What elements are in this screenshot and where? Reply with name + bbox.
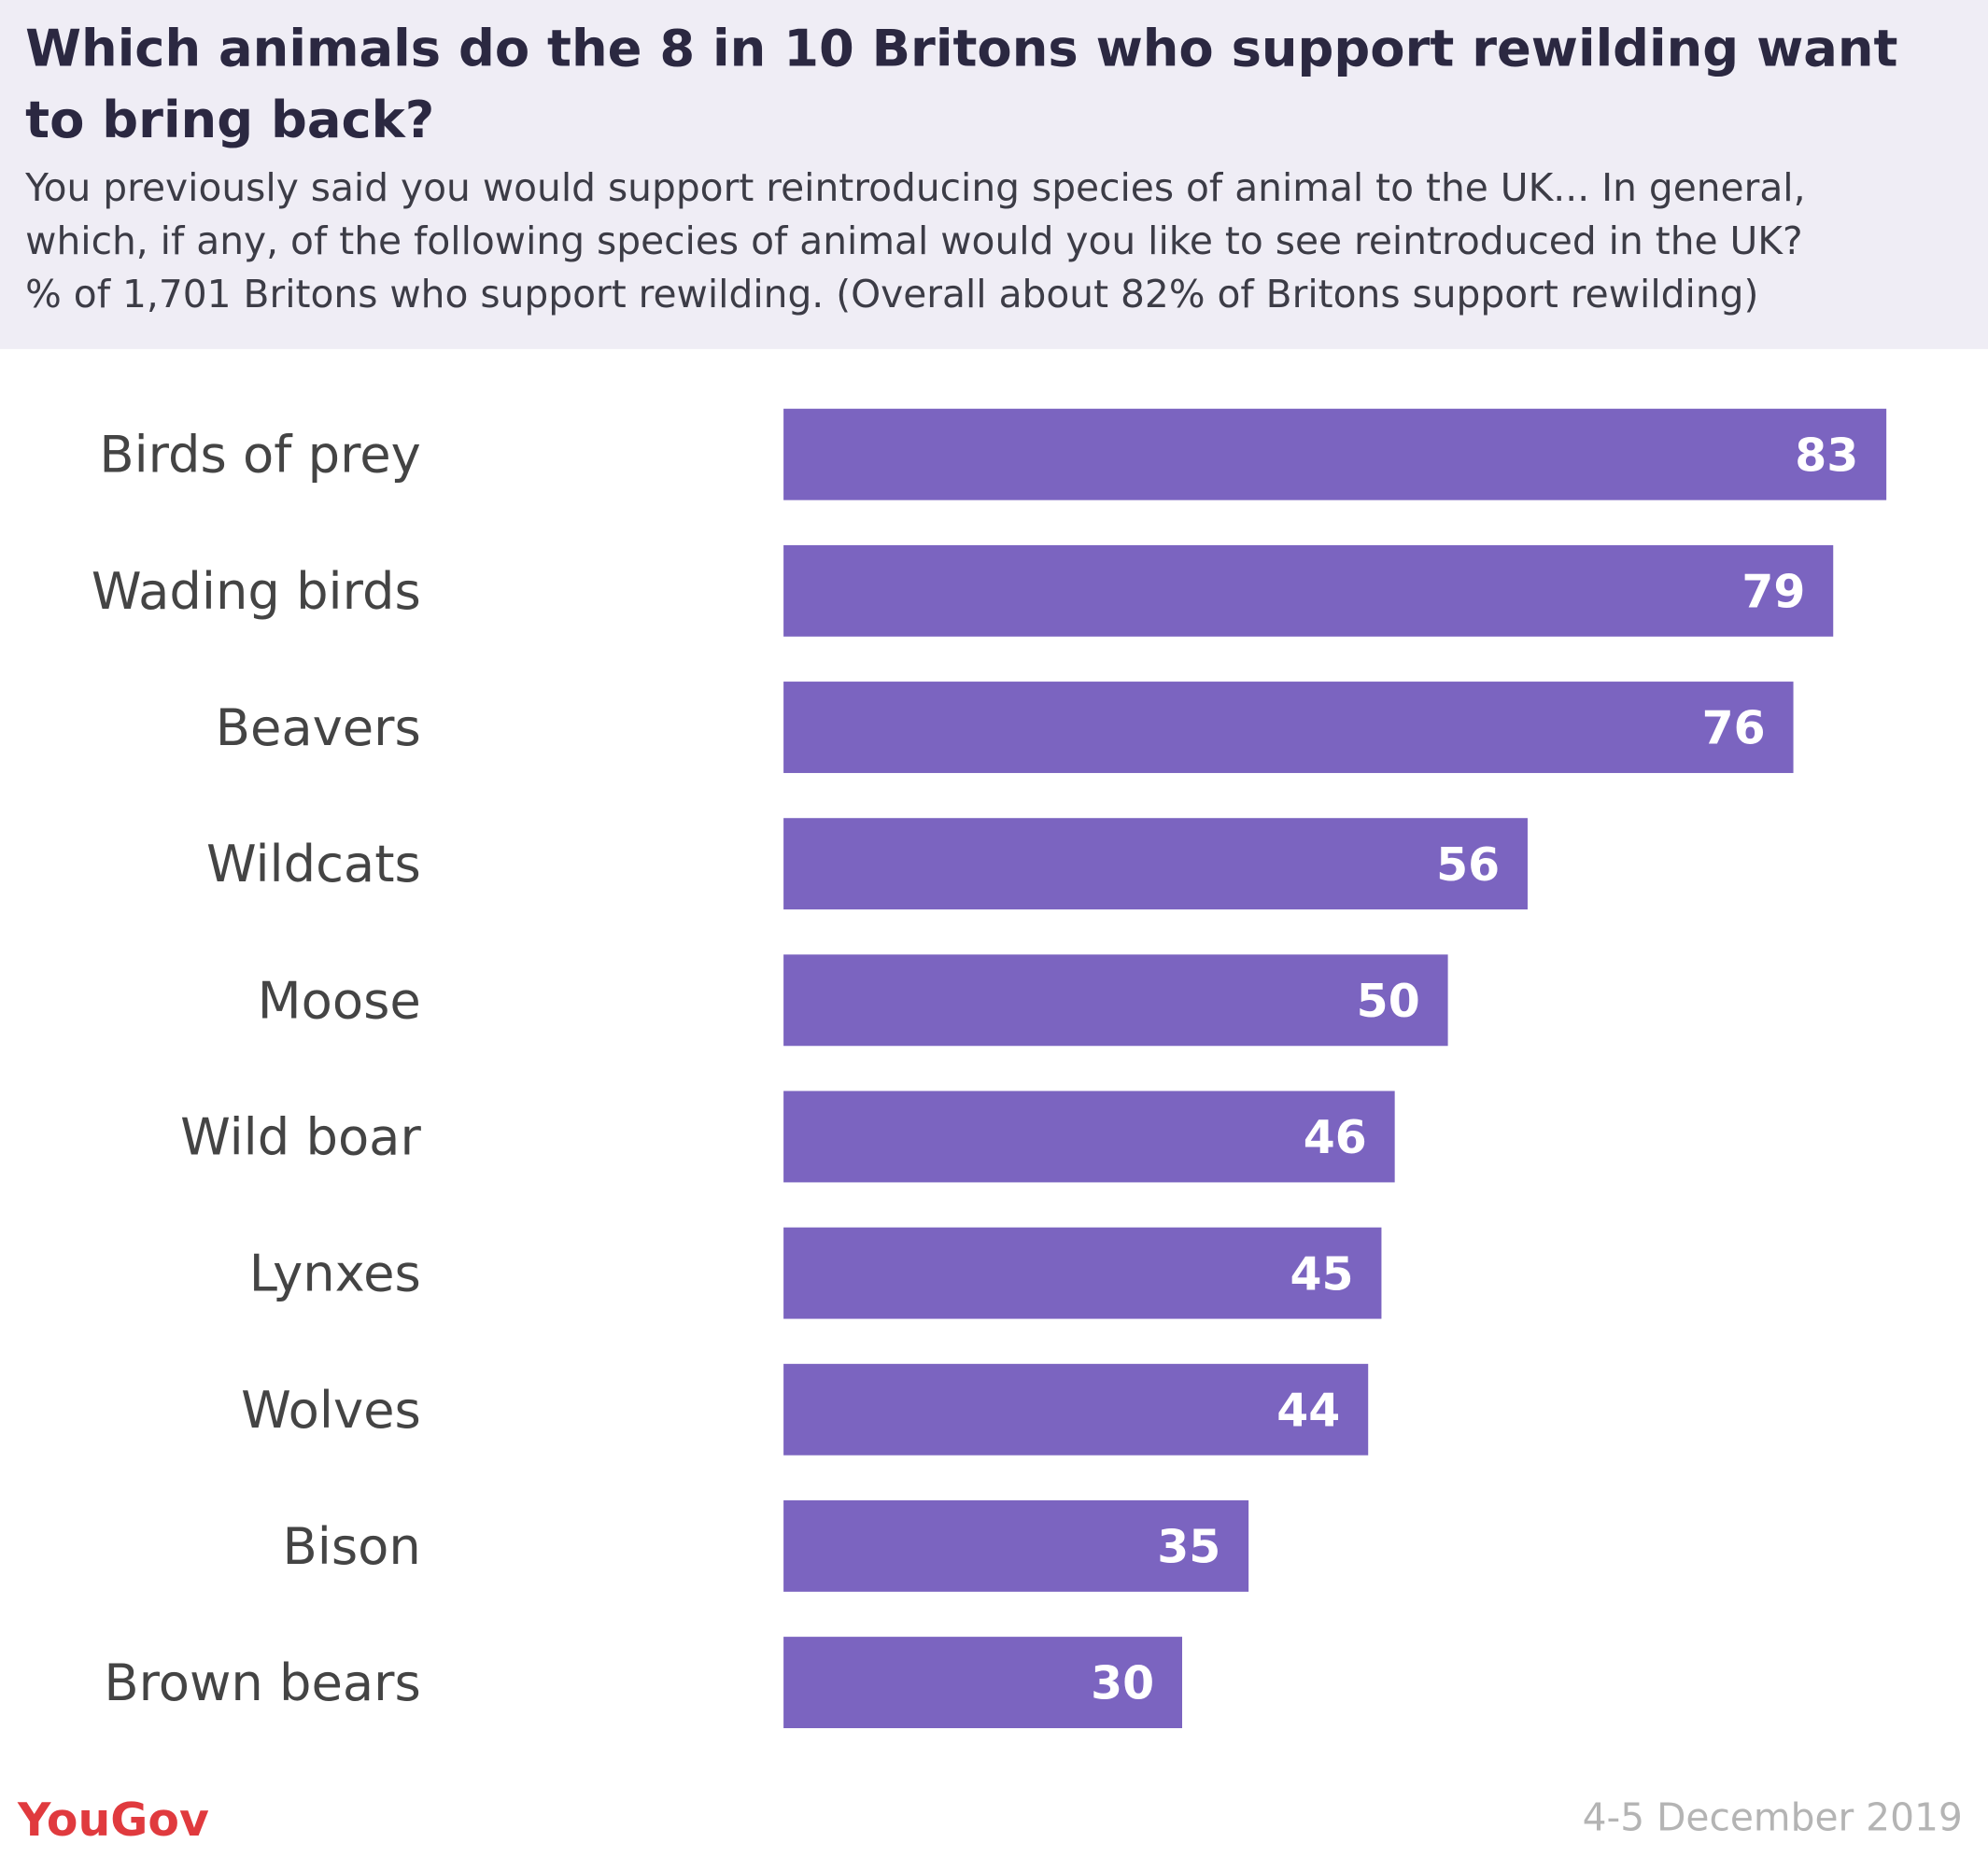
category-label: Wolves <box>241 1381 421 1440</box>
category-label: Beavers <box>216 698 421 757</box>
date: 4-5 December 2019 <box>1583 1794 1963 1839</box>
value-label: 50 <box>1357 975 1420 1028</box>
bar <box>783 1499 1249 1592</box>
bar <box>783 818 1528 910</box>
bar <box>783 1090 1395 1183</box>
value-label: 46 <box>1304 1111 1367 1164</box>
category-label: Wildcats <box>206 835 421 893</box>
chart-title: to bring back? <box>25 91 434 149</box>
category-label: Brown bears <box>104 1653 420 1712</box>
value-label: 79 <box>1741 566 1805 619</box>
subtitle: % of 1,701 Britons who support rewilding… <box>25 272 1758 317</box>
category-label: Moose <box>258 971 421 1030</box>
bar <box>783 1227 1382 1319</box>
value-label: 35 <box>1157 1521 1220 1574</box>
value-label: 83 <box>1795 429 1858 482</box>
value-label: 45 <box>1290 1247 1354 1301</box>
bar <box>783 544 1834 637</box>
bar <box>783 408 1887 500</box>
bar <box>783 1363 1369 1456</box>
bar <box>783 954 1448 1047</box>
value-label: 56 <box>1436 838 1500 892</box>
category-label: Birds of prey <box>99 426 420 485</box>
category-label: Bison <box>283 1517 421 1576</box>
subtitle: You previously said you would support re… <box>24 165 1805 210</box>
source-logo: YouGov <box>17 1794 209 1847</box>
category-label: Wild boar <box>180 1107 421 1166</box>
bar <box>783 1637 1182 1729</box>
category-label: Wading birds <box>92 562 421 621</box>
bar <box>783 682 1794 773</box>
value-label: 76 <box>1702 702 1766 755</box>
chart-title: Which animals do the 8 in 10 Britons who… <box>25 20 1897 78</box>
value-label: 44 <box>1276 1384 1340 1437</box>
category-label: Lynxes <box>249 1245 421 1303</box>
subtitle: which, if any, of the following species … <box>25 218 1802 263</box>
header-band <box>0 0 1988 349</box>
value-label: 30 <box>1091 1657 1154 1710</box>
